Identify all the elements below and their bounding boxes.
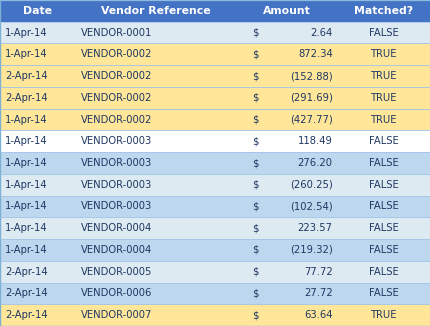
Text: TRUE: TRUE <box>369 310 396 320</box>
Text: 27.72: 27.72 <box>303 289 332 298</box>
Bar <box>0 22 430 43</box>
Text: TRUE: TRUE <box>369 93 396 103</box>
Text: (427.77): (427.77) <box>289 114 332 125</box>
Text: TRUE: TRUE <box>369 71 396 81</box>
Text: VENDOR-0004: VENDOR-0004 <box>80 245 151 255</box>
Bar <box>0 304 430 326</box>
Text: 77.72: 77.72 <box>303 267 332 277</box>
Text: (102.54): (102.54) <box>289 201 332 212</box>
Text: TRUE: TRUE <box>369 49 396 59</box>
Text: VENDOR-0006: VENDOR-0006 <box>80 289 152 298</box>
Text: 1-Apr-14: 1-Apr-14 <box>5 28 48 37</box>
Bar <box>0 239 430 261</box>
Bar <box>0 65 430 87</box>
Bar <box>0 283 430 304</box>
Text: (219.32): (219.32) <box>289 245 332 255</box>
Text: $: $ <box>252 158 258 168</box>
Text: FALSE: FALSE <box>368 180 398 190</box>
Text: TRUE: TRUE <box>369 114 396 125</box>
Text: VENDOR-0001: VENDOR-0001 <box>80 28 152 37</box>
Text: VENDOR-0007: VENDOR-0007 <box>80 310 152 320</box>
Text: 2-Apr-14: 2-Apr-14 <box>5 289 48 298</box>
Text: $: $ <box>252 201 258 212</box>
Text: 2-Apr-14: 2-Apr-14 <box>5 71 48 81</box>
Text: $: $ <box>252 114 258 125</box>
Text: VENDOR-0003: VENDOR-0003 <box>80 158 151 168</box>
Text: 63.64: 63.64 <box>304 310 332 320</box>
Text: FALSE: FALSE <box>368 289 398 298</box>
Text: $: $ <box>252 289 258 298</box>
Text: 1-Apr-14: 1-Apr-14 <box>5 114 48 125</box>
Text: 2-Apr-14: 2-Apr-14 <box>5 310 48 320</box>
Text: VENDOR-0002: VENDOR-0002 <box>80 71 152 81</box>
Text: 1-Apr-14: 1-Apr-14 <box>5 223 48 233</box>
Text: FALSE: FALSE <box>368 267 398 277</box>
Text: FALSE: FALSE <box>368 136 398 146</box>
Text: 1-Apr-14: 1-Apr-14 <box>5 136 48 146</box>
Text: FALSE: FALSE <box>368 158 398 168</box>
Bar <box>0 43 430 65</box>
Text: VENDOR-0003: VENDOR-0003 <box>80 180 151 190</box>
Text: FALSE: FALSE <box>368 201 398 212</box>
Text: 276.20: 276.20 <box>297 158 332 168</box>
Bar <box>0 152 430 174</box>
Bar <box>0 130 430 152</box>
Text: VENDOR-0002: VENDOR-0002 <box>80 93 152 103</box>
Text: FALSE: FALSE <box>368 223 398 233</box>
Text: VENDOR-0004: VENDOR-0004 <box>80 223 151 233</box>
Bar <box>0 174 430 196</box>
Text: $: $ <box>252 180 258 190</box>
Text: 1-Apr-14: 1-Apr-14 <box>5 245 48 255</box>
Text: $: $ <box>252 310 258 320</box>
Text: VENDOR-0005: VENDOR-0005 <box>80 267 152 277</box>
Text: (291.69): (291.69) <box>289 93 332 103</box>
Text: $: $ <box>252 245 258 255</box>
Text: FALSE: FALSE <box>368 28 398 37</box>
Bar <box>0 109 430 130</box>
Text: $: $ <box>252 28 258 37</box>
Text: VENDOR-0003: VENDOR-0003 <box>80 136 151 146</box>
Text: 2.64: 2.64 <box>310 28 332 37</box>
Text: $: $ <box>252 267 258 277</box>
Bar <box>0 261 430 283</box>
Text: Date: Date <box>23 6 52 16</box>
Text: VENDOR-0003: VENDOR-0003 <box>80 201 151 212</box>
Text: $: $ <box>252 136 258 146</box>
Text: 872.34: 872.34 <box>297 49 332 59</box>
Text: 1-Apr-14: 1-Apr-14 <box>5 180 48 190</box>
Text: 2-Apr-14: 2-Apr-14 <box>5 267 48 277</box>
Bar <box>0 0 430 22</box>
Text: 1-Apr-14: 1-Apr-14 <box>5 158 48 168</box>
Text: 1-Apr-14: 1-Apr-14 <box>5 49 48 59</box>
Text: $: $ <box>252 71 258 81</box>
Bar <box>0 87 430 109</box>
Text: $: $ <box>252 223 258 233</box>
Bar <box>0 196 430 217</box>
Text: $: $ <box>252 93 258 103</box>
Bar <box>0 217 430 239</box>
Text: Matched?: Matched? <box>353 6 412 16</box>
Text: (260.25): (260.25) <box>289 180 332 190</box>
Text: 223.57: 223.57 <box>297 223 332 233</box>
Text: 1-Apr-14: 1-Apr-14 <box>5 201 48 212</box>
Text: 118.49: 118.49 <box>297 136 332 146</box>
Text: (152.88): (152.88) <box>289 71 332 81</box>
Text: 2-Apr-14: 2-Apr-14 <box>5 93 48 103</box>
Text: Amount: Amount <box>262 6 310 16</box>
Text: VENDOR-0002: VENDOR-0002 <box>80 114 152 125</box>
Text: VENDOR-0002: VENDOR-0002 <box>80 49 152 59</box>
Text: Vendor Reference: Vendor Reference <box>101 6 211 16</box>
Text: FALSE: FALSE <box>368 245 398 255</box>
Text: $: $ <box>252 49 258 59</box>
